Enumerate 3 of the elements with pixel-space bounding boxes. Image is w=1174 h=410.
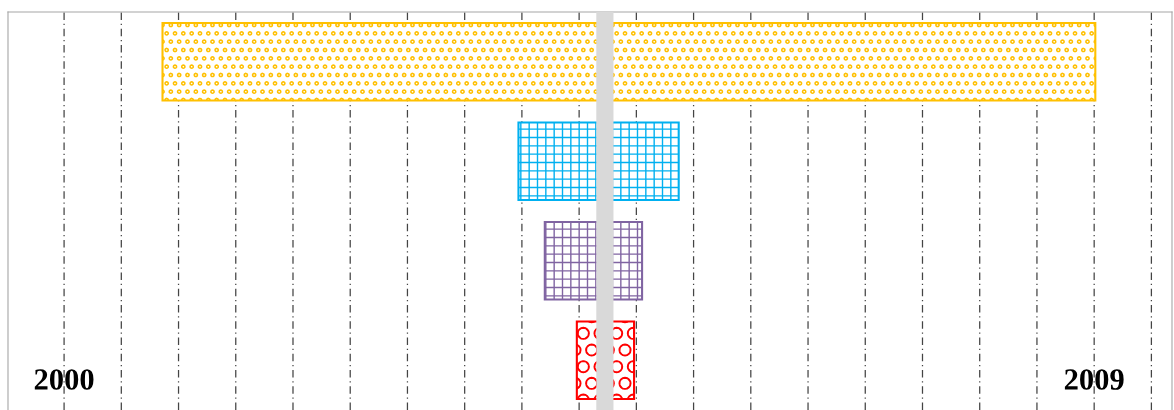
x-tick-label: 2009: [1064, 369, 1124, 390]
x-tick-label: 2000: [34, 369, 94, 390]
bar: [161, 21, 1097, 102]
